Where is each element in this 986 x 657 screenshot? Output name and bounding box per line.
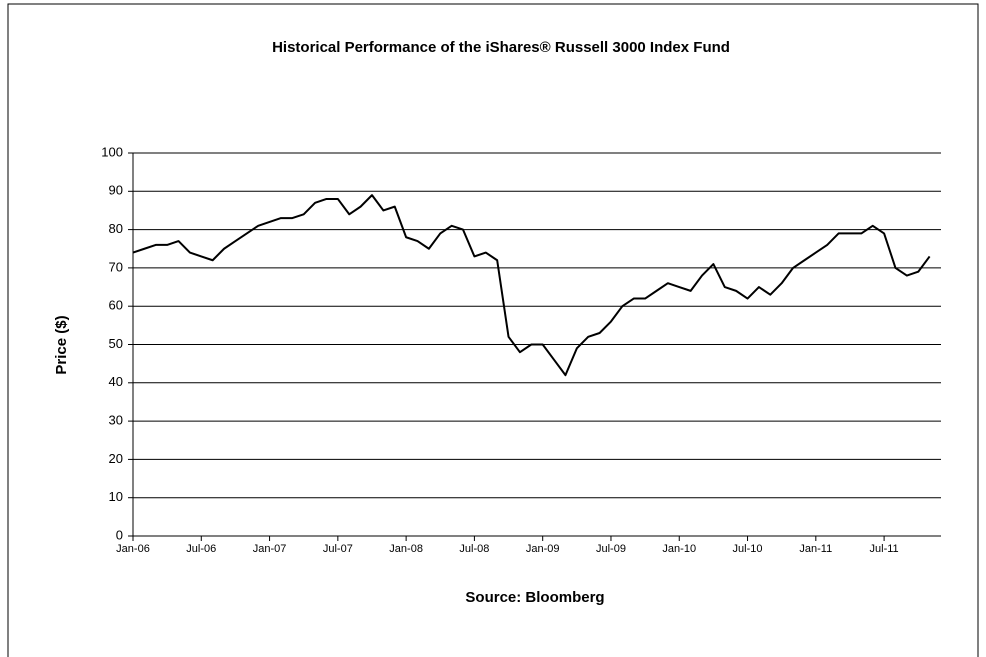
- x-tick-label: Jul-10: [733, 543, 763, 555]
- x-axis-title: Source: Bloomberg: [465, 589, 604, 606]
- x-tick-label: Jan-08: [389, 543, 423, 555]
- y-axis-title: Price ($): [53, 315, 70, 374]
- x-tick-label: Jul-06: [186, 543, 216, 555]
- y-tick-label: 40: [109, 374, 123, 389]
- frame: [7, 3, 979, 657]
- x-tick-label: Jul-09: [596, 543, 626, 555]
- y-tick-label: 0: [116, 527, 123, 542]
- x-tick-label: Jan-10: [662, 543, 696, 555]
- x-tick-label: Jan-09: [526, 543, 560, 555]
- chart-title: Historical Performance of the iShares® R…: [272, 39, 730, 56]
- y-tick-label: 90: [109, 183, 123, 198]
- y-tick-label: 20: [109, 451, 123, 466]
- x-tick-label: Jul-07: [323, 543, 353, 555]
- y-tick-label: 30: [109, 413, 123, 428]
- price-line: [132, 194, 931, 377]
- x-tick-label: Jul-11: [870, 543, 899, 555]
- y-tick-label: 50: [109, 336, 123, 351]
- y-tick-label: 60: [109, 298, 123, 313]
- x-tick-label: Jan-06: [116, 543, 150, 555]
- y-tick-label: 80: [109, 221, 123, 236]
- x-tick-label: Jul-08: [459, 543, 489, 555]
- x-tick-label: Jan-07: [253, 543, 287, 555]
- x-tick-label: Jan-11: [799, 543, 832, 555]
- y-tick-label: 70: [109, 259, 123, 274]
- y-tick-label: 100: [101, 144, 123, 159]
- y-tick-label: 10: [109, 489, 123, 504]
